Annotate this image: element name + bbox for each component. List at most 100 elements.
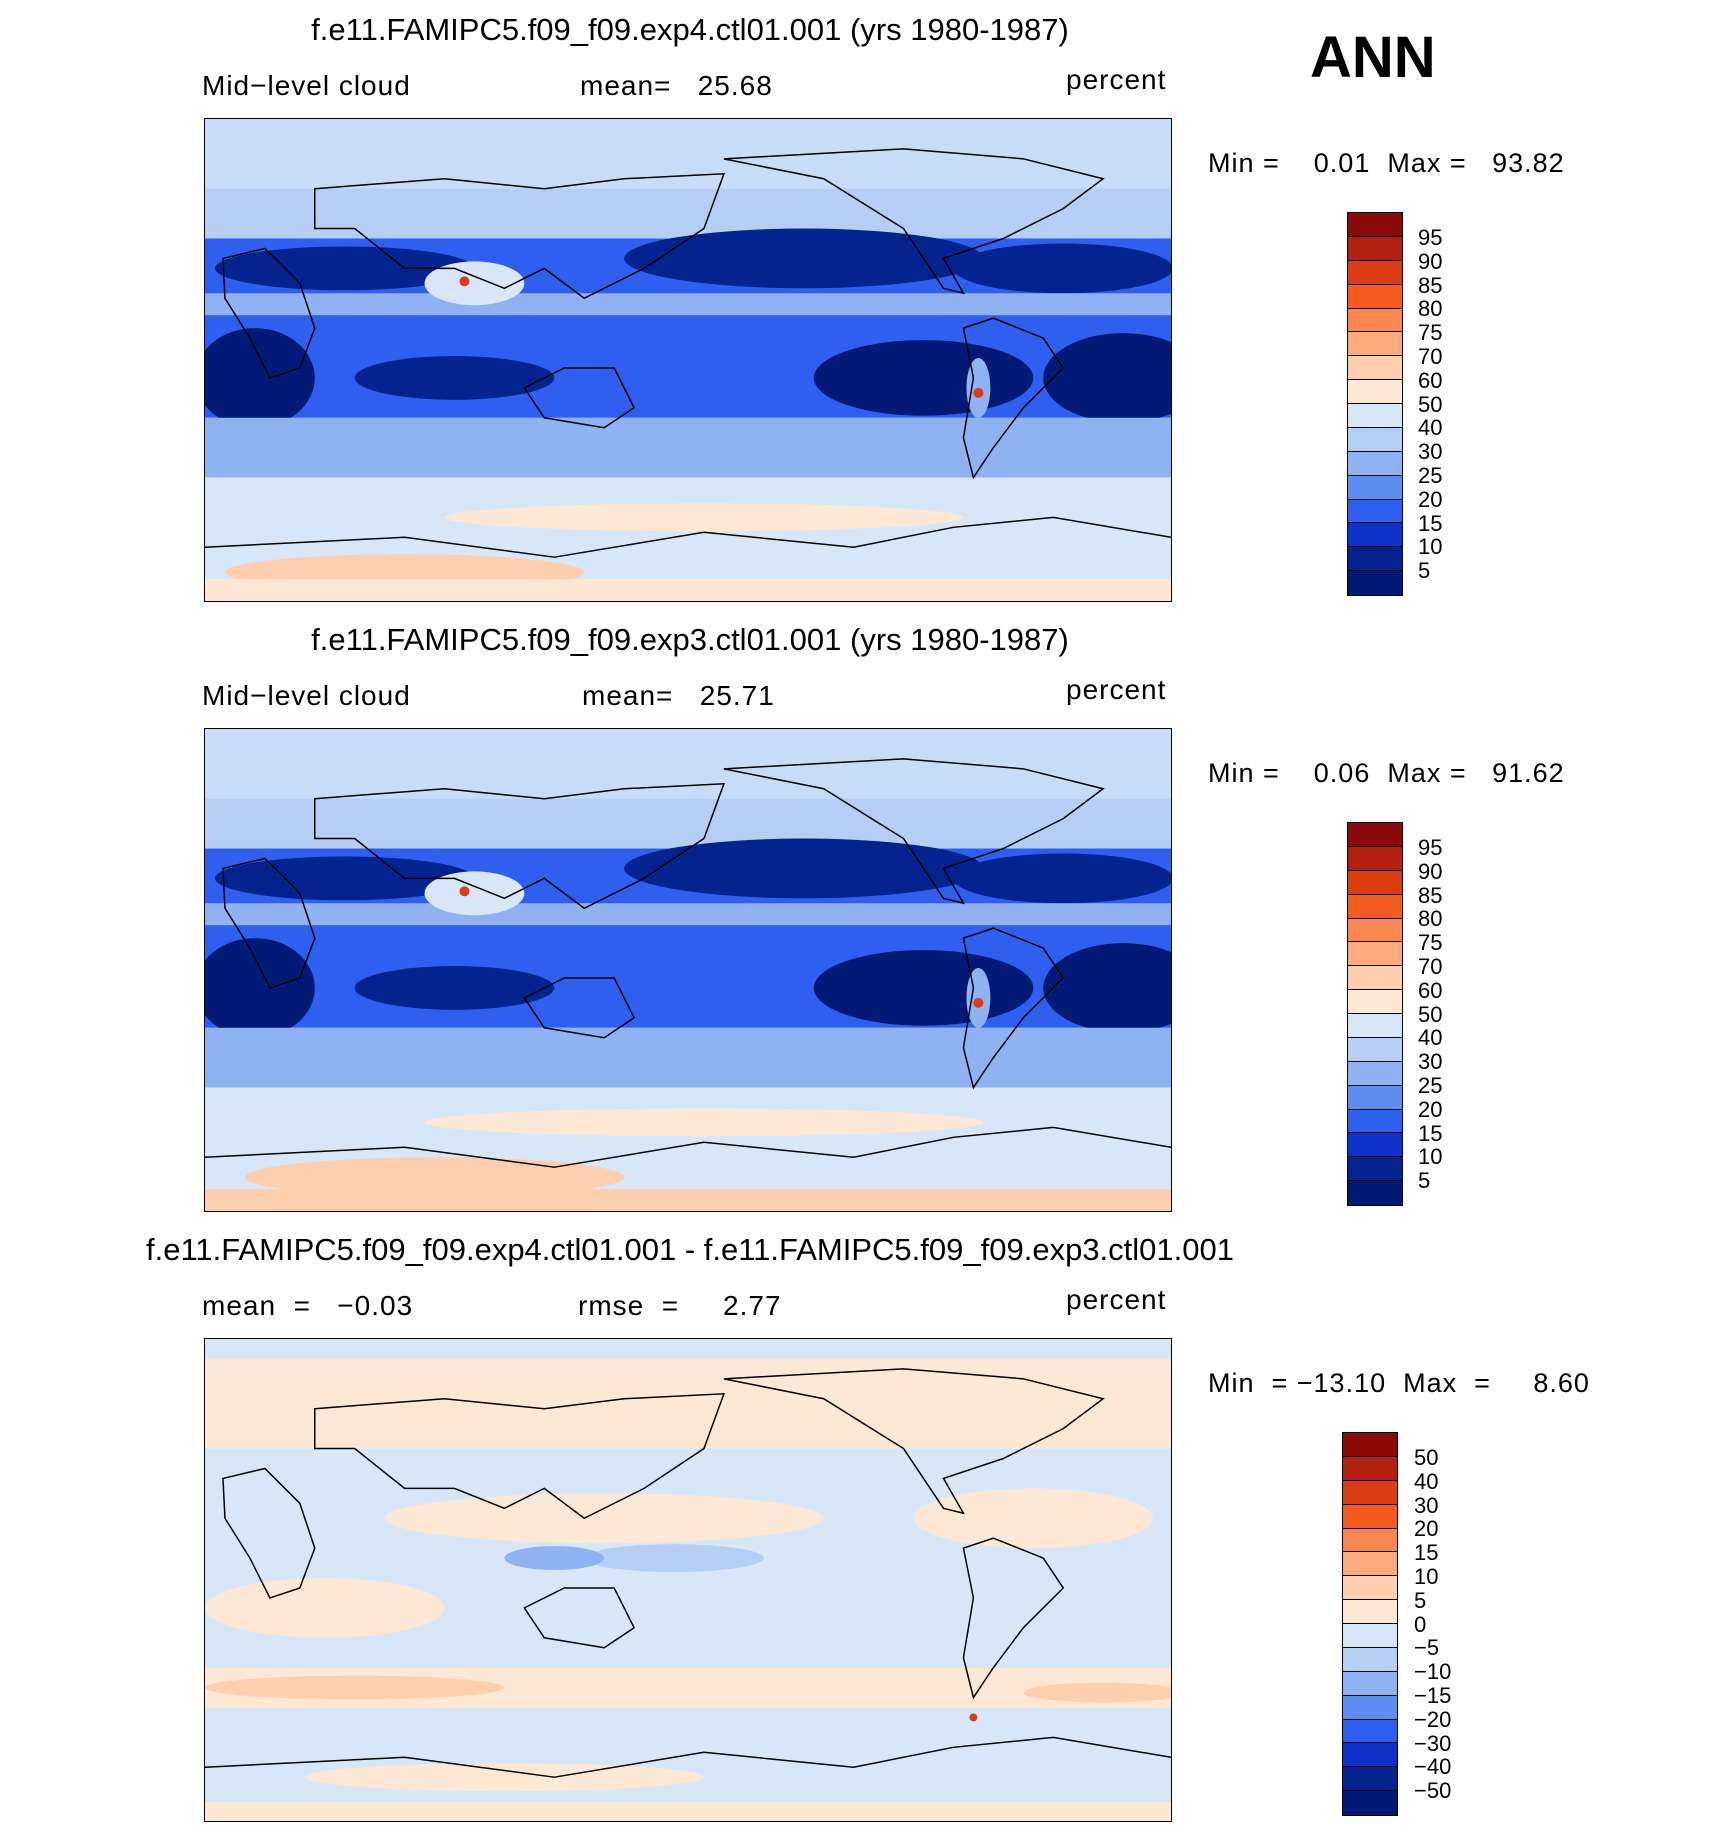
colorbar-label: 60 bbox=[1418, 977, 1443, 1003]
colorbar-label: 50 bbox=[1418, 391, 1443, 417]
colorbar-label: 95 bbox=[1418, 835, 1443, 860]
colorbar-segment bbox=[1348, 571, 1402, 595]
colorbar-label: 90 bbox=[1418, 858, 1443, 884]
colorbar-label: −40 bbox=[1414, 1754, 1452, 1780]
colorbar-segment bbox=[1343, 1624, 1397, 1648]
panel-2-map bbox=[204, 728, 1172, 1212]
colorbar-segment bbox=[1348, 823, 1402, 847]
colorbar-segment bbox=[1348, 284, 1402, 309]
colorbar-label: 30 bbox=[1418, 1049, 1443, 1075]
colorbar-label: 80 bbox=[1418, 906, 1443, 932]
panel-2-units-label: percent bbox=[1066, 674, 1167, 705]
colorbar-segment bbox=[1348, 870, 1402, 895]
season-label: ANN bbox=[1310, 25, 1436, 90]
colorbar-segment bbox=[1343, 1504, 1397, 1529]
colorbar-label: 20 bbox=[1418, 1096, 1443, 1122]
colorbar-segment bbox=[1343, 1433, 1397, 1457]
colorbar-segment bbox=[1343, 1695, 1397, 1720]
colorbar-label: 95 bbox=[1418, 225, 1443, 250]
panel-1-units-label: percent bbox=[1066, 64, 1167, 95]
colorbar-label: 15 bbox=[1418, 1120, 1443, 1146]
colorbar-label: −15 bbox=[1414, 1683, 1452, 1708]
panel-2-mean-label: mean= 25.71 bbox=[582, 680, 775, 711]
colorbar-label: 75 bbox=[1418, 930, 1443, 956]
colorbar-label: 5 bbox=[1418, 1168, 1431, 1194]
colorbar-label: 10 bbox=[1414, 1564, 1439, 1589]
colorbar-segment bbox=[1348, 1014, 1402, 1038]
colorbar-label: 70 bbox=[1418, 954, 1443, 979]
colorbar-segment bbox=[1348, 1061, 1402, 1086]
colorbar-segment bbox=[1343, 1791, 1397, 1815]
panel-2-min-max: Min = 0.06 Max = 91.62 bbox=[1208, 758, 1565, 788]
panel-3-mean-label: mean = −0.03 bbox=[202, 1290, 414, 1321]
colorbar-label: 10 bbox=[1418, 534, 1443, 560]
colorbar-segment bbox=[1343, 1719, 1397, 1744]
colorbar-segment bbox=[1348, 1109, 1402, 1134]
panel-1-min-max: Min = 0.01 Max = 93.82 bbox=[1208, 148, 1565, 178]
colorbar-label: 5 bbox=[1414, 1587, 1427, 1613]
colorbar-label: 40 bbox=[1418, 1025, 1443, 1051]
colorbar-segment bbox=[1348, 236, 1402, 261]
colorbar-segment bbox=[1348, 966, 1402, 991]
colorbar-segment bbox=[1343, 1767, 1397, 1792]
colorbar-segment bbox=[1348, 942, 1402, 967]
colorbar-segment bbox=[1348, 451, 1402, 476]
colorbar-label: 0 bbox=[1414, 1611, 1427, 1637]
colorbar-segment bbox=[1348, 846, 1402, 871]
colorbar-segment bbox=[1348, 1181, 1402, 1205]
panel-1-variable-label: Mid−level cloud bbox=[202, 70, 411, 101]
colorbar-segment bbox=[1348, 523, 1402, 548]
colorbar-segment bbox=[1348, 380, 1402, 404]
colorbar-segment bbox=[1348, 404, 1402, 428]
colorbar-segment bbox=[1343, 1600, 1397, 1624]
panel-3-map bbox=[204, 1338, 1172, 1822]
colorbar-segment bbox=[1348, 427, 1402, 452]
colorbar-segment bbox=[1343, 1528, 1397, 1553]
colorbar-label: −50 bbox=[1414, 1778, 1452, 1804]
colorbar-segment bbox=[1348, 332, 1402, 357]
panel-1-map-svg bbox=[205, 119, 1171, 601]
panel-2-colorbar bbox=[1347, 822, 1403, 1206]
panel-3-units-label: percent bbox=[1066, 1284, 1167, 1315]
colorbar-label: 40 bbox=[1414, 1468, 1439, 1494]
panel-2-variable-label: Mid−level cloud bbox=[202, 680, 411, 711]
colorbar-segment bbox=[1343, 1743, 1397, 1768]
colorbar-label: 25 bbox=[1418, 1073, 1443, 1098]
colorbar-label: 15 bbox=[1414, 1540, 1439, 1566]
colorbar-segment bbox=[1343, 1552, 1397, 1577]
colorbar-label: 10 bbox=[1418, 1144, 1443, 1170]
colorbar-segment bbox=[1348, 894, 1402, 919]
colorbar-segment bbox=[1343, 1671, 1397, 1696]
colorbar-segment bbox=[1348, 308, 1402, 333]
panel-3-map-svg bbox=[205, 1339, 1171, 1821]
colorbar-label: −5 bbox=[1414, 1635, 1440, 1661]
colorbar-segment bbox=[1348, 547, 1402, 572]
colorbar-segment bbox=[1343, 1480, 1397, 1505]
panel-3-min-max: Min = −13.10 Max = 8.60 bbox=[1208, 1368, 1590, 1398]
colorbar-segment bbox=[1348, 1085, 1402, 1110]
colorbar-label: 85 bbox=[1418, 882, 1443, 908]
colorbar-label: −20 bbox=[1414, 1706, 1452, 1732]
colorbar-segment bbox=[1343, 1456, 1397, 1481]
colorbar-label: 15 bbox=[1418, 510, 1443, 536]
colorbar-label: 25 bbox=[1418, 463, 1443, 488]
colorbar-label: 30 bbox=[1418, 439, 1443, 465]
colorbar-label: −10 bbox=[1414, 1659, 1452, 1685]
colorbar-label: 50 bbox=[1418, 1001, 1443, 1027]
panel-3-rmse-label: rmse = 2.77 bbox=[578, 1290, 782, 1321]
colorbar-segment bbox=[1348, 1157, 1402, 1182]
panel-1-map bbox=[204, 118, 1172, 602]
colorbar-label: 30 bbox=[1414, 1492, 1439, 1518]
colorbar-segment bbox=[1348, 356, 1402, 381]
colorbar-segment bbox=[1348, 1037, 1402, 1062]
panel-2-map-svg bbox=[205, 729, 1171, 1211]
panel-3-colorbar bbox=[1342, 1432, 1398, 1816]
colorbar-segment bbox=[1343, 1647, 1397, 1672]
colorbar-segment bbox=[1348, 499, 1402, 524]
panel-2-title: f.e11.FAMIPC5.f09_f09.exp3.ctl01.001 (yr… bbox=[311, 622, 1069, 657]
colorbar-segment bbox=[1348, 213, 1402, 237]
colorbar-label: 75 bbox=[1418, 320, 1443, 346]
colorbar-segment bbox=[1348, 1133, 1402, 1158]
colorbar-segment bbox=[1348, 260, 1402, 285]
panel-1-mean-label: mean= 25.68 bbox=[580, 70, 773, 101]
